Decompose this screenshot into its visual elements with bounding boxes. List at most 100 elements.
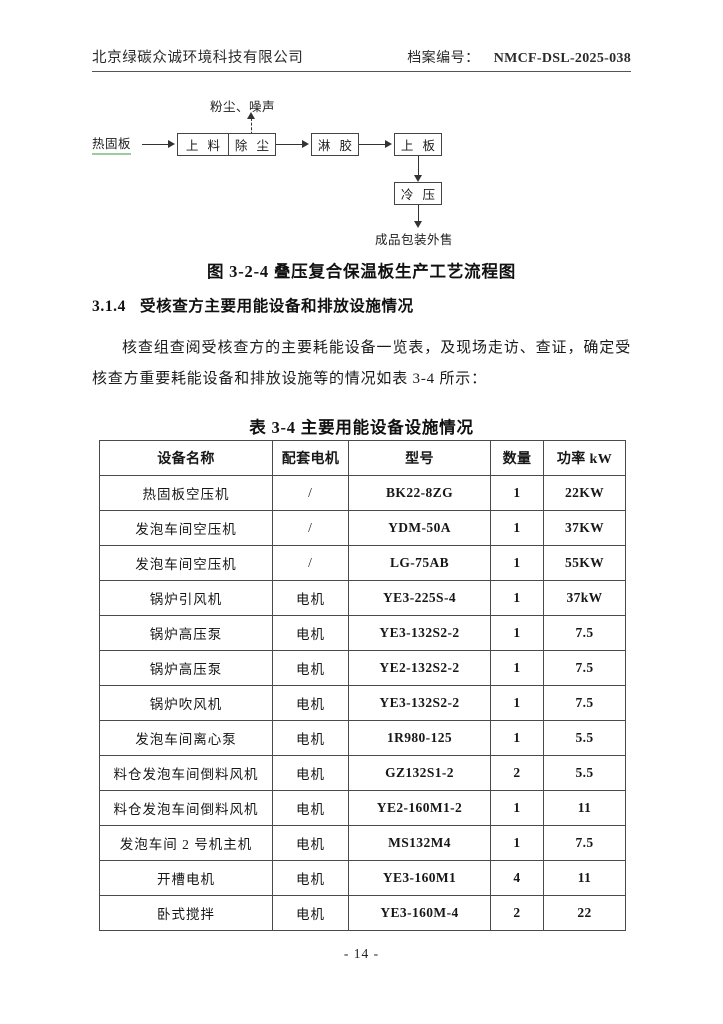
cell-equipment-name: 锅炉高压泵 — [99, 615, 273, 651]
table-row: 发泡车间离心泵 电机 1R980-125 1 5.5 — [99, 720, 626, 756]
flow-arrowhead-down-1-icon — [414, 175, 422, 182]
section-number: 3.1.4 — [92, 298, 126, 315]
flow-connector-input-to-node1 — [142, 144, 171, 145]
flow-node-linjiao: 淋 胶 — [311, 133, 359, 156]
column-header-model: 型号 — [348, 440, 491, 476]
cell-power: 55KW — [543, 545, 626, 581]
cell-motor: 电机 — [272, 650, 349, 686]
cell-model: YDM-50A — [348, 510, 491, 546]
cell-motor: 电机 — [272, 615, 349, 651]
section-paragraph: 核查组查阅受核查方的主要耗能设备一览表，及现场走访、查证，确定受核查方重要耗能设… — [92, 340, 631, 387]
cell-model: 1R980-125 — [348, 720, 491, 756]
column-header-quantity: 数量 — [490, 440, 544, 476]
cell-power: 11 — [543, 790, 626, 826]
cell-power: 22KW — [543, 475, 626, 511]
cell-motor: 电机 — [272, 790, 349, 826]
cell-model: LG-75AB — [348, 545, 491, 581]
cell-model: YE3-160M-4 — [348, 895, 491, 931]
cell-power: 37kW — [543, 580, 626, 616]
table-row: 料仓发泡车间倒料风机 电机 YE2-160M1-2 1 11 — [99, 790, 626, 826]
cell-quantity: 1 — [490, 790, 544, 826]
cell-model: YE3-132S2-2 — [348, 685, 491, 721]
table-row: 锅炉高压泵 电机 YE2-132S2-2 1 7.5 — [99, 650, 626, 686]
cell-equipment-name: 发泡车间空压机 — [99, 545, 273, 581]
cell-power: 5.5 — [543, 755, 626, 791]
cell-quantity: 1 — [490, 475, 544, 511]
table-row: 开槽电机 电机 YE3-160M1 4 11 — [99, 860, 626, 896]
equipment-table: 设备名称 配套电机 型号 数量 功率 kW 热固板空压机 / BK22-8ZG 1 22… — [99, 440, 626, 931]
table-row: 料仓发泡车间倒料风机 电机 GZ132S1-2 2 5.5 — [99, 755, 626, 791]
flow-node-shangban: 上 板 — [394, 133, 442, 156]
cell-motor: 电机 — [272, 895, 349, 931]
flow-connector-node2-to-node3 — [276, 144, 305, 145]
cell-quantity: 2 — [490, 755, 544, 791]
table-header-row: 设备名称 配套电机 型号 数量 功率 kW — [99, 440, 626, 476]
flow-node-shangliao: 上 料 — [177, 133, 229, 156]
cell-quantity: 1 — [490, 685, 544, 721]
cell-equipment-name: 料仓发泡车间倒料风机 — [99, 755, 273, 791]
cell-equipment-name: 发泡车间 2 号机主机 — [99, 825, 273, 861]
table-header: 设备名称 配套电机 型号 数量 功率 kW — [99, 440, 626, 476]
table-row: 卧式搅拌 电机 YE3-160M-4 2 22 — [99, 895, 626, 931]
cell-quantity: 1 — [490, 615, 544, 651]
table-row: 锅炉吹风机 电机 YE3-132S2-2 1 7.5 — [99, 685, 626, 721]
cell-model: YE2-160M1-2 — [348, 790, 491, 826]
header-company-name: 北京绿碳众诚环境科技有限公司 — [92, 50, 304, 66]
cell-equipment-name: 锅炉引风机 — [99, 580, 273, 616]
cell-motor: / — [272, 510, 349, 546]
cell-motor: 电机 — [272, 580, 349, 616]
cell-power: 7.5 — [543, 615, 626, 651]
cell-quantity: 1 — [490, 650, 544, 686]
cell-model: MS132M4 — [348, 825, 491, 861]
flow-node-lengya: 冷 压 — [394, 182, 442, 205]
flow-connector-node3-to-node4 — [359, 144, 388, 145]
cell-motor: 电机 — [272, 685, 349, 721]
cell-motor: 电机 — [272, 860, 349, 896]
cell-model: YE3-160M1 — [348, 860, 491, 896]
cell-equipment-name: 开槽电机 — [99, 860, 273, 896]
cell-motor: / — [272, 545, 349, 581]
cell-quantity: 1 — [490, 510, 544, 546]
cell-quantity: 1 — [490, 545, 544, 581]
cell-power: 11 — [543, 860, 626, 896]
flow-node-chuchen: 除 尘 — [228, 133, 276, 156]
cell-equipment-name: 料仓发泡车间倒料风机 — [99, 790, 273, 826]
flow-input-label: 热固板 — [92, 133, 132, 155]
cell-model: GZ132S1-2 — [348, 755, 491, 791]
cell-motor: 电机 — [272, 755, 349, 791]
cell-model: YE3-132S2-2 — [348, 615, 491, 651]
flow-connector-node5-to-output — [418, 205, 419, 225]
column-header-motor: 配套电机 — [272, 440, 349, 476]
column-header-power: 功率 kW — [543, 440, 626, 476]
table-row: 发泡车间空压机 / YDM-50A 1 37KW — [99, 510, 626, 546]
cell-model: YE3-225S-4 — [348, 580, 491, 616]
cell-quantity: 2 — [490, 895, 544, 931]
table-row: 锅炉高压泵 电机 YE3-132S2-2 1 7.5 — [99, 615, 626, 651]
cell-quantity: 1 — [490, 720, 544, 756]
cell-equipment-name: 卧式搅拌 — [99, 895, 273, 931]
process-flow-diagram: 粉尘、噪声 热固板 上 料 除 尘 淋 胶 上 板 冷 压 — [92, 96, 631, 247]
cell-motor: 电机 — [272, 720, 349, 756]
figure-caption: 图 3-2-4 叠压复合保温板生产工艺流程图 — [206, 262, 517, 281]
cell-power: 7.5 — [543, 825, 626, 861]
flow-emission-arrowhead-up-icon — [247, 112, 255, 119]
cell-quantity: 1 — [490, 825, 544, 861]
cell-equipment-name: 锅炉吹风机 — [99, 685, 273, 721]
cell-quantity: 4 — [490, 860, 544, 896]
cell-equipment-name: 发泡车间离心泵 — [99, 720, 273, 756]
section-title: 受核查方主要用能设备和排放设施情况 — [140, 298, 414, 315]
cell-model: BK22-8ZG — [348, 475, 491, 511]
cell-model: YE2-132S2-2 — [348, 650, 491, 686]
table-row: 锅炉引风机 电机 YE3-225S-4 1 37kW — [99, 580, 626, 616]
cell-equipment-name: 热固板空压机 — [99, 475, 273, 511]
table-body: 热固板空压机 / BK22-8ZG 1 22KW 发泡车间空压机 / YDM-50A 1 37KW… — [99, 475, 626, 931]
cell-motor: / — [272, 475, 349, 511]
page-number-footer: - 14 - — [343, 946, 380, 961]
table-row: 热固板空压机 / BK22-8ZG 1 22KW — [99, 475, 626, 511]
table-row: 发泡车间空压机 / LG-75AB 1 55KW — [99, 545, 626, 581]
flow-emission-label: 粉尘、噪声 — [210, 100, 276, 114]
flow-arrowhead-right-4-icon — [385, 140, 392, 148]
cell-equipment-name: 发泡车间空压机 — [99, 510, 273, 546]
flow-output-label: 成品包装外售 — [375, 233, 454, 247]
